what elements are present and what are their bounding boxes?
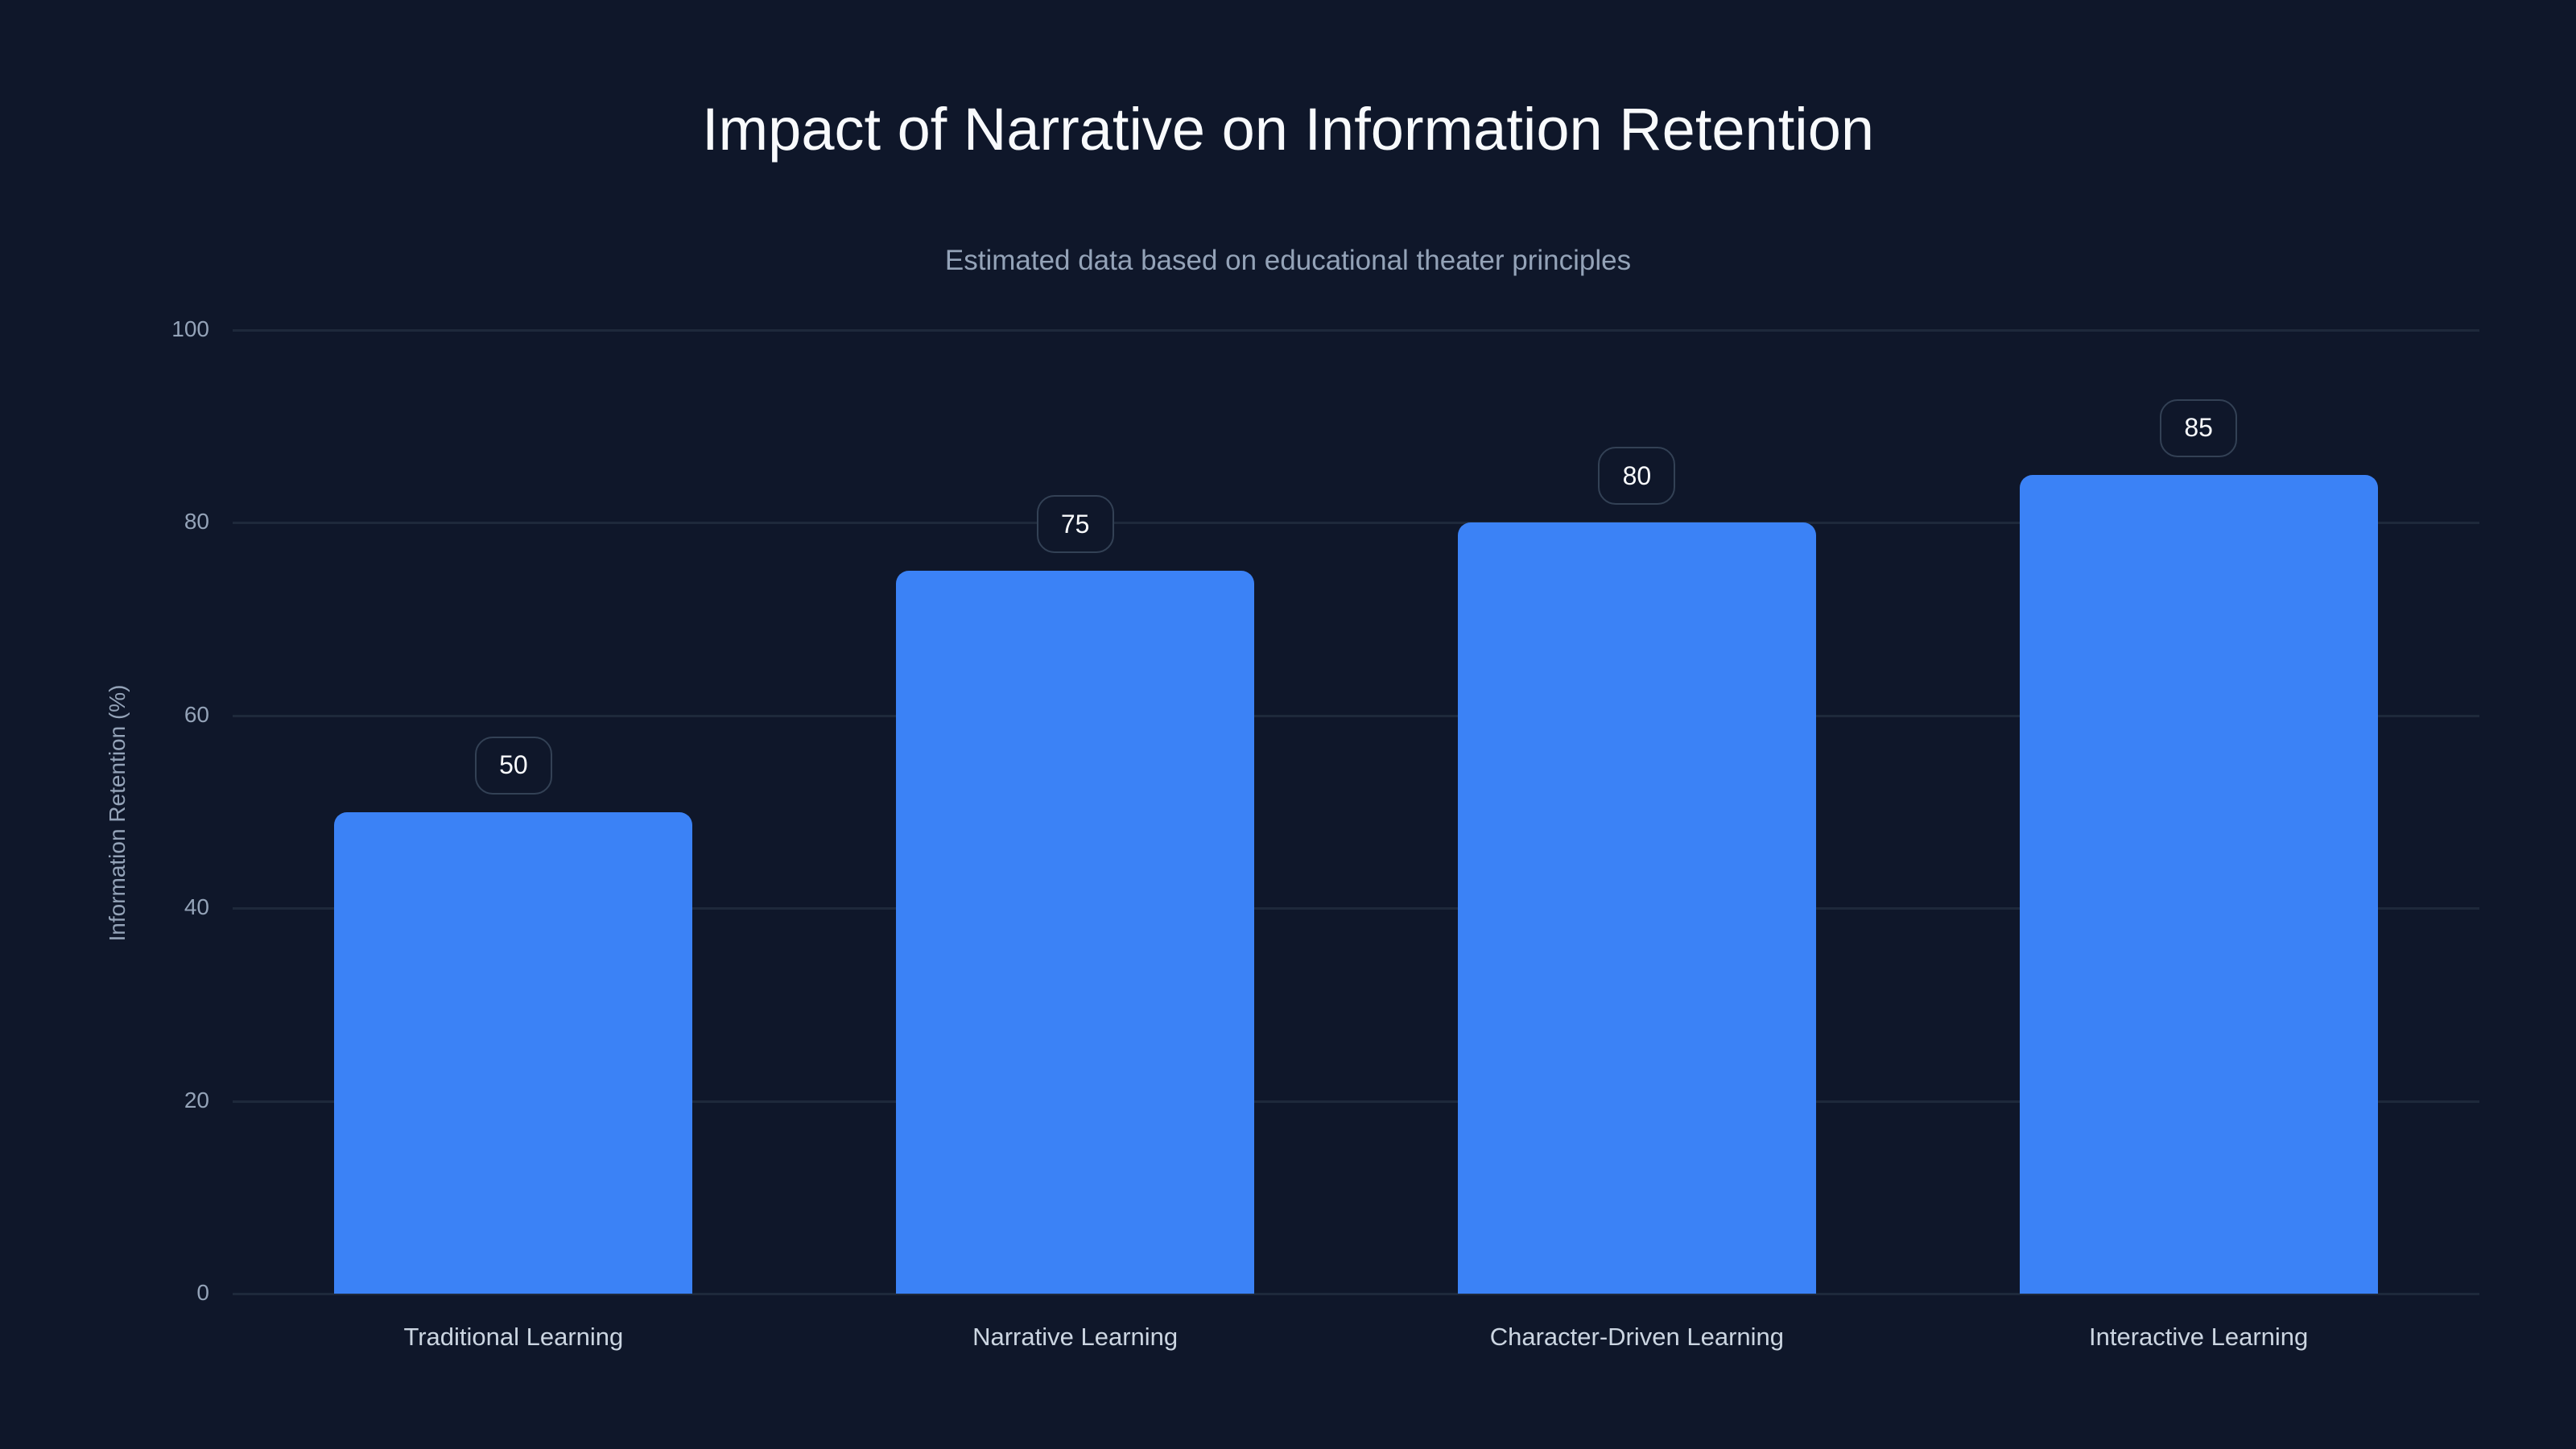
gridline: [233, 1100, 2479, 1103]
x-tick-label: Interactive Learning: [2088, 1323, 2309, 1351]
value-label: 80: [1598, 447, 1676, 506]
chart-title: Impact of Narrative on Information Reten…: [701, 96, 1875, 163]
bar[interactable]: [1457, 522, 1816, 1294]
y-tick-label: 60: [184, 701, 209, 727]
gridline: [233, 329, 2479, 332]
gridline: [233, 907, 2479, 910]
gridline: [233, 714, 2479, 717]
value-label: 85: [2160, 398, 2238, 457]
y-tick-label: 0: [196, 1280, 209, 1305]
y-tick-label: 20: [184, 1087, 209, 1113]
value-label: 75: [1036, 495, 1114, 554]
y-tick-label: 80: [184, 509, 209, 535]
gridline: [233, 522, 2479, 525]
bar[interactable]: [334, 811, 693, 1294]
chart-subtitle: Estimated data based on educational thea…: [944, 245, 1632, 276]
y-tick-label: 40: [184, 894, 209, 920]
x-tick-label: Narrative Learning: [972, 1323, 1179, 1351]
bar[interactable]: [896, 571, 1255, 1294]
bar[interactable]: [2019, 474, 2378, 1294]
gridline: [233, 1293, 2479, 1295]
x-tick-label: Character-Driven Learning: [1489, 1323, 1785, 1351]
value-label: 50: [474, 736, 552, 795]
x-tick-label: Traditional Learning: [403, 1323, 624, 1351]
y-tick-label: 100: [171, 316, 209, 341]
